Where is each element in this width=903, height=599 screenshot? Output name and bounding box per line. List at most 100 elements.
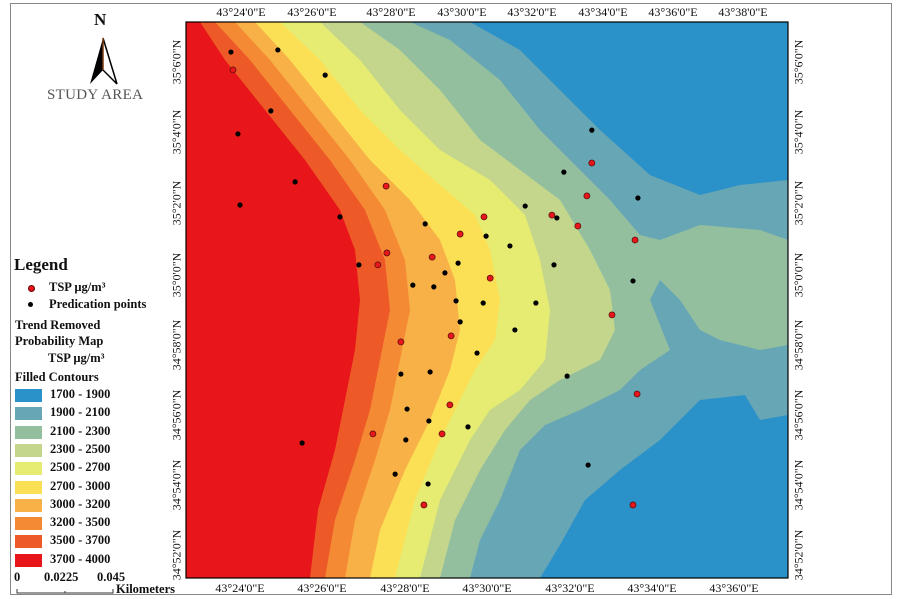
contour-3700-4000 <box>186 22 360 578</box>
top-axis-label: 43°36'0"E <box>648 5 698 19</box>
north-arrow-icon <box>90 37 118 85</box>
prediction-point <box>404 406 410 412</box>
tsp-point <box>629 501 637 509</box>
bottom-axis-label: 43°36'0"E <box>709 581 759 595</box>
legend-class-label: 3200 - 3500 <box>50 515 111 530</box>
bottom-axis-label: 43°26'0"E <box>297 581 347 595</box>
legend-class-label: 2300 - 2500 <box>50 441 111 456</box>
prediction-point <box>292 179 298 185</box>
prediction-point <box>337 214 343 220</box>
filled-contours <box>186 22 788 578</box>
prediction-point <box>522 203 528 209</box>
scale-unit: Kilometers <box>116 582 176 596</box>
north-label: N <box>94 10 107 29</box>
tsp-point <box>428 253 436 261</box>
prediction-point <box>427 369 433 375</box>
legend-class-label: 2500 - 2700 <box>50 460 111 475</box>
left-axis-label: 34°52'0"N <box>169 529 184 581</box>
legend-class-label: 2100 - 2300 <box>50 423 111 438</box>
tsp-point <box>229 66 237 74</box>
tsp-point <box>480 213 488 221</box>
prediction-point <box>356 262 362 268</box>
prediction-point <box>275 47 281 53</box>
scale-tick-0: 0 <box>14 570 21 584</box>
tsp-point-icon <box>28 285 35 292</box>
legend-swatch <box>15 389 42 402</box>
tsp-point <box>608 311 616 319</box>
legend-title: Legend <box>14 255 68 274</box>
right-axis-label: 34°52'0"N <box>791 529 806 581</box>
bottom-axis-label: 43°28'0"E <box>380 581 430 595</box>
prediction-point-icon <box>28 302 33 307</box>
tsp-point <box>420 501 428 509</box>
prediction-point <box>480 300 486 306</box>
prediction-point <box>410 282 416 288</box>
right-axis-label: 34°56'0"N <box>791 389 806 441</box>
prediction-point <box>561 169 567 175</box>
tsp-point <box>374 261 382 269</box>
left-axis-label: 34°56'0"N <box>169 389 184 441</box>
prediction-point <box>392 471 398 477</box>
tsp-point <box>486 274 494 282</box>
prediction-point <box>237 202 243 208</box>
prediction-point <box>442 270 448 276</box>
prediction-point <box>465 424 471 430</box>
top-axis-label: 43°32'0"E <box>507 5 557 19</box>
prediction-point <box>585 462 591 468</box>
legend-swatch <box>15 407 42 421</box>
prediction-point <box>474 350 480 356</box>
layer-title-1: Trend Removed <box>15 318 101 332</box>
tsp-point <box>631 236 639 244</box>
prediction-point <box>422 221 428 227</box>
prediction-point <box>589 127 595 133</box>
bottom-axis-label: 43°34'0"E <box>627 581 677 595</box>
top-axis-label: 43°26'0"E <box>287 5 337 19</box>
prediction-point <box>299 440 305 446</box>
prediction-point <box>554 215 560 221</box>
right-axis-label: 34°58'0"N <box>791 319 806 371</box>
legend-swatch <box>15 517 42 531</box>
legend-swatch <box>15 498 42 512</box>
prediction-point <box>228 49 234 55</box>
prediction-point <box>551 262 557 268</box>
tsp-point <box>548 211 556 219</box>
right-axis-label: 34°54'0"N <box>791 459 806 511</box>
tsp-point <box>447 332 455 340</box>
prediction-point <box>564 373 570 379</box>
tsp-point <box>438 430 446 438</box>
tsp-point <box>369 430 377 438</box>
tsp-point <box>583 192 591 200</box>
scale-bar <box>16 589 114 594</box>
left-axis-label: 34°58'0"N <box>169 319 184 371</box>
top-axis-label: 43°30'0"E <box>437 5 487 19</box>
prediction-point <box>512 327 518 333</box>
left-axis-label: 35°0'0"N <box>169 252 184 298</box>
prediction-point <box>455 260 461 266</box>
tsp-point <box>382 182 390 190</box>
tsp-point <box>588 159 596 167</box>
prediction-point <box>431 284 437 290</box>
tsp-point <box>397 338 405 346</box>
top-axis-label: 43°38'0"E <box>718 5 768 19</box>
bottom-axis-label: 43°30'0"E <box>462 581 512 595</box>
right-axis-label: 35°2'0"N <box>791 180 806 226</box>
legend-swatch <box>15 462 42 476</box>
right-axis-label: 35°0'0"N <box>791 252 806 298</box>
prediction-point <box>635 195 641 201</box>
scale-tick-1: 0.0225 <box>44 570 79 584</box>
prediction-point <box>398 371 404 377</box>
bottom-axis-label: 43°32'0"E <box>545 581 595 595</box>
left-axis-label: 35°6'0"N <box>169 39 184 85</box>
tsp-point <box>574 222 582 230</box>
tsp-point <box>633 390 641 398</box>
legend-class-label: 3000 - 3200 <box>50 496 111 511</box>
legend-class-label: 3500 - 3700 <box>50 533 111 548</box>
legend-prediction-label: Predication points <box>49 297 147 311</box>
right-axis-label: 35°4'0"N <box>791 109 806 155</box>
legend-tsp-label: TSP µg/m³ <box>49 280 106 294</box>
layer-title-2: Probability Map <box>15 334 104 348</box>
top-axis-label: 43°28'0"E <box>366 5 416 19</box>
sample-points <box>228 47 641 509</box>
scale-tick-2: 0.045 <box>97 570 126 584</box>
